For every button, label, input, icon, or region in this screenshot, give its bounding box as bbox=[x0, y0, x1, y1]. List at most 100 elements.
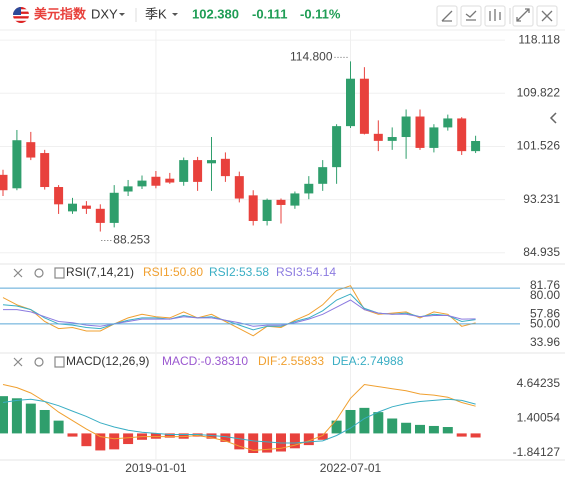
pane-icon[interactable] bbox=[54, 356, 65, 368]
fullscreen-button[interactable] bbox=[512, 5, 534, 27]
change-percent: -0.11% bbox=[300, 6, 341, 21]
y-axis-label: 50.00 bbox=[530, 317, 560, 331]
instrument-name[interactable]: 美元指数 bbox=[34, 6, 87, 21]
candle-body bbox=[457, 118, 467, 152]
histogram-bar bbox=[331, 420, 342, 434]
y-tick-label: 4.64235 bbox=[517, 376, 561, 390]
indicator-button[interactable] bbox=[460, 5, 482, 27]
y-tick-label: -1.84127 bbox=[513, 445, 561, 459]
pane-icon[interactable] bbox=[54, 267, 65, 279]
histogram-bar bbox=[317, 433, 328, 440]
legend-label: RSI1:50.80 bbox=[143, 265, 203, 279]
candle-body bbox=[373, 133, 383, 141]
candle-body bbox=[471, 141, 481, 152]
candle-body bbox=[248, 195, 258, 221]
candle-body bbox=[220, 158, 230, 177]
collapse-arrow[interactable] bbox=[549, 112, 557, 124]
close-icon[interactable] bbox=[541, 10, 553, 22]
y-tick-label: 101.526 bbox=[517, 139, 561, 153]
histogram-bar bbox=[11, 398, 22, 434]
candle-body bbox=[179, 160, 189, 182]
candle-body bbox=[359, 78, 369, 134]
rsi-pane-icons bbox=[13, 267, 65, 368]
draw-button[interactable] bbox=[436, 5, 458, 27]
pane-title: MACD(12,26,9) bbox=[66, 354, 149, 368]
histogram-bar bbox=[53, 420, 64, 434]
candle-body bbox=[26, 142, 36, 158]
remove-icon[interactable] bbox=[13, 357, 23, 367]
settings-icon[interactable] bbox=[34, 357, 44, 367]
histogram-bar bbox=[95, 433, 106, 451]
candle-body bbox=[207, 160, 216, 164]
candle-body bbox=[95, 208, 105, 223]
histogram-bar bbox=[39, 409, 50, 434]
histogram-bar bbox=[25, 403, 36, 434]
candle-body bbox=[276, 199, 286, 205]
candle-button[interactable] bbox=[484, 5, 506, 27]
candle-icon[interactable] bbox=[489, 9, 501, 21]
fullscreen-icon[interactable] bbox=[516, 8, 530, 22]
candle-body bbox=[68, 203, 77, 212]
histogram-bar bbox=[206, 433, 217, 439]
y-tick-label: 109.822 bbox=[517, 85, 561, 99]
candle-body bbox=[262, 199, 272, 221]
candle-body bbox=[123, 186, 133, 192]
candle-body bbox=[443, 118, 453, 128]
symbol[interactable]: DXY bbox=[91, 6, 118, 21]
candle-body bbox=[151, 176, 161, 186]
y-axis-label: 81.76 bbox=[530, 278, 560, 292]
histogram-bar bbox=[178, 433, 189, 439]
candle-body bbox=[415, 116, 425, 148]
candle-body bbox=[0, 174, 8, 191]
legend-label: MACD:-0.38310 bbox=[162, 354, 248, 368]
legend-label: RSI3:54.14 bbox=[276, 265, 336, 279]
candle-body bbox=[234, 176, 244, 199]
candle-body bbox=[290, 193, 300, 206]
change: -0.111 bbox=[252, 6, 287, 21]
candle-body bbox=[81, 205, 91, 209]
dropdown-arrow[interactable] bbox=[172, 13, 178, 16]
settings-icon[interactable] bbox=[34, 268, 44, 278]
price: 102.380 bbox=[192, 6, 239, 21]
indicator-icon[interactable] bbox=[465, 10, 477, 21]
histogram-bar bbox=[401, 422, 412, 434]
candle-body bbox=[401, 116, 411, 138]
indicator-line bbox=[2, 398, 476, 444]
remove-icon[interactable] bbox=[13, 268, 23, 278]
x-tick-label: 2022-07-01 bbox=[320, 461, 382, 475]
x-tick-label: 2019-01-01 bbox=[125, 461, 187, 475]
histogram-bar bbox=[234, 433, 245, 450]
flag-icon bbox=[13, 7, 29, 23]
pane-title: RSI(7,14,21) bbox=[66, 265, 134, 279]
histogram-bar bbox=[359, 407, 370, 434]
high-annotation: 114.800 bbox=[290, 50, 333, 64]
histogram-bar bbox=[0, 396, 8, 434]
candle-body bbox=[193, 160, 203, 182]
histogram-bar bbox=[262, 433, 273, 453]
low-annotation: 88.253 bbox=[113, 233, 150, 247]
y-axis-label: 57.86 bbox=[530, 307, 560, 321]
y-tick-label: 93.231 bbox=[523, 192, 560, 206]
histogram-bar bbox=[442, 427, 453, 434]
candle-body bbox=[387, 137, 397, 141]
toolbar bbox=[436, 5, 558, 27]
histogram-bar bbox=[289, 433, 300, 449]
period[interactable]: 季K bbox=[145, 6, 167, 21]
candle-body bbox=[165, 178, 175, 183]
histogram-bar bbox=[150, 433, 161, 439]
y-tick-label: 1.40054 bbox=[517, 411, 561, 425]
histogram-bar bbox=[220, 433, 231, 442]
candle-body bbox=[429, 127, 439, 148]
y-tick-label: 118.118 bbox=[518, 32, 560, 46]
histogram-bar bbox=[387, 418, 398, 434]
histogram-bar bbox=[428, 425, 439, 434]
close-button[interactable] bbox=[536, 5, 558, 27]
histogram-bar bbox=[373, 412, 384, 434]
legend-label: RSI2:53.58 bbox=[209, 265, 269, 279]
draw-icon[interactable] bbox=[441, 10, 453, 22]
indicator-line bbox=[2, 383, 476, 451]
candle-body bbox=[109, 192, 119, 223]
histogram-bar bbox=[81, 433, 92, 447]
dropdown-arrow[interactable] bbox=[119, 13, 125, 16]
